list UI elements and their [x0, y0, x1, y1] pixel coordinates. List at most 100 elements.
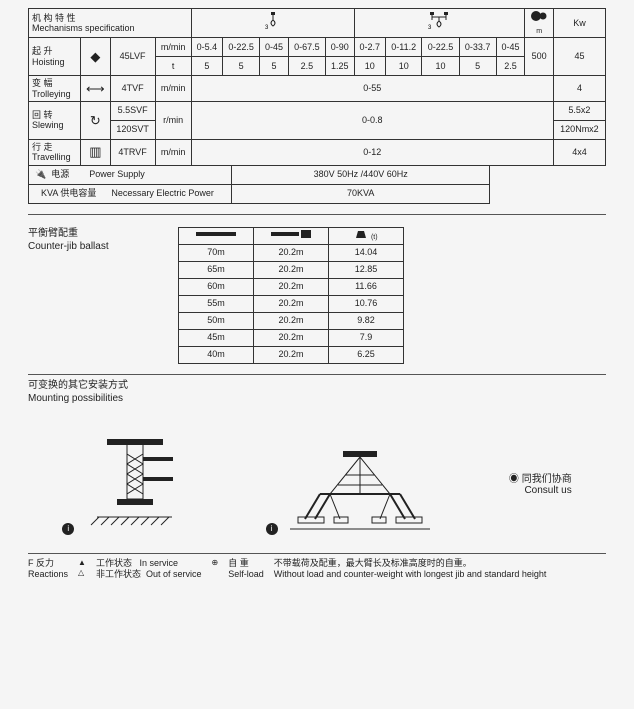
mount-diagram-travelling: i [266, 439, 441, 543]
cell: 10.76 [329, 295, 404, 312]
travel-label: 行 走Travelling [29, 139, 81, 165]
cell: 40m [179, 346, 254, 363]
service-labels: 工作状态 In service 非工作状态 Out of service [96, 558, 202, 581]
plug-icon: 🔌 [35, 169, 46, 179]
cell: 20.2m [254, 312, 329, 329]
cell: 65m [179, 261, 254, 278]
cell: 50m [179, 312, 254, 329]
slew-kw1: 5.5x2 [553, 101, 605, 120]
mount-diagram-anchored: i [62, 439, 197, 543]
col-kw-header: Kw [553, 9, 605, 38]
jib-icon [179, 227, 254, 244]
cell: 11.66 [329, 278, 404, 295]
hook-double-icon: 3 [354, 9, 525, 38]
cell: 0-33.7 [459, 38, 496, 57]
cell: 70m [179, 244, 254, 261]
legend-symbol-circle: ⊕ [212, 558, 219, 581]
slew-label: 回 转Slewing [29, 101, 81, 139]
cell: 0-2.7 [354, 38, 385, 57]
trolley-model: 4TVF [110, 76, 155, 102]
cell: 10 [422, 57, 459, 76]
slew-unit: r/min [155, 101, 191, 139]
hoist-model: 45LVF [110, 38, 155, 76]
hoist-r1-label: m/min [155, 38, 191, 57]
cell: 0-45 [260, 38, 289, 57]
cell: 0-22.5 [223, 38, 260, 57]
cell: 10 [386, 57, 422, 76]
bubble-icon: ◉ [509, 474, 519, 485]
cell: 0-90 [326, 38, 355, 57]
cell: 14.04 [329, 244, 404, 261]
mounting-diagrams: i i [28, 423, 606, 543]
slew-icon: ↻ [81, 101, 110, 139]
col-m-header: m [525, 9, 554, 38]
cell: 20.2m [254, 278, 329, 295]
cell: 20.2m [254, 295, 329, 312]
selfload-label: 自 重 Self-load [228, 558, 264, 581]
travel-icon: ▥ [81, 139, 110, 165]
travel-kw: 4x4 [553, 139, 605, 165]
mounting-title: 可变换的其它安装方式 Mounting possibilities [28, 379, 178, 405]
cell: 2.5 [496, 57, 525, 76]
hoist-kw: 45 [553, 38, 605, 76]
kva-label: KVA 供电容量 Necessary Electric Power [29, 184, 232, 203]
target-icon: ⊕ [212, 558, 219, 568]
kva-val: 70KVA [232, 184, 490, 203]
ballast-title: 平衡臂配重 Counter-jib ballast [28, 227, 178, 253]
page: 机 构 特 性 Mechanisms specification 3 3 m K… [0, 0, 634, 709]
cell: 9.82 [329, 312, 404, 329]
counterjib-icon [254, 227, 329, 244]
cell: 2.5 [288, 57, 325, 76]
triangle-outline-icon: △ [78, 568, 86, 578]
cell: 45m [179, 329, 254, 346]
legend-symbols: ▲ △ [78, 558, 86, 581]
triangle-filled-icon: ▲ [78, 558, 86, 568]
travel-model: 4TRVF [110, 139, 155, 165]
info-icon: i [266, 523, 278, 535]
slew-kw2: 120Nmx2 [553, 120, 605, 139]
cell: 0-11.2 [386, 38, 422, 57]
hoist-icon: ◆ [81, 38, 110, 76]
cell: 55m [179, 295, 254, 312]
cell: 20.2m [254, 329, 329, 346]
trolley-unit: m/min [155, 76, 191, 102]
hoist-label: 起 升Hoisting [29, 38, 81, 76]
hook-single-icon: 3 [191, 9, 354, 38]
slew-val: 0-0.8 [191, 101, 553, 139]
cell: 0-67.5 [288, 38, 325, 57]
cell: 5 [260, 57, 289, 76]
ballast-table: (t) 70m20.2m14.04 65m20.2m12.85 60m20.2m… [178, 227, 404, 364]
svg-text:3: 3 [265, 25, 269, 30]
cell: 0-45 [496, 38, 525, 57]
mechanisms-table: 机 构 特 性 Mechanisms specification 3 3 m K… [28, 8, 606, 166]
trolley-icon: ⟷ [81, 76, 110, 102]
spec-title: 机 构 特 性 Mechanisms specification [29, 9, 192, 38]
cell: 1.25 [326, 57, 355, 76]
consult-label: ◉ 同我们协商 Consult us [509, 470, 572, 496]
travel-unit: m/min [155, 139, 191, 165]
cell: 5 [191, 57, 222, 76]
power-label: 🔌 电源 Power Supply [29, 165, 232, 184]
slew-model2: 120SVT [110, 120, 155, 139]
cell: 20.2m [254, 261, 329, 278]
cell: 20.2m [254, 346, 329, 363]
cell: 5 [459, 57, 496, 76]
trolley-val: 0-55 [191, 76, 553, 102]
trolley-label: 变 幅Trolleying [29, 76, 81, 102]
power-table: 🔌 电源 Power Supply 380V 50Hz /440V 60Hz K… [28, 165, 490, 204]
cell: 7.9 [329, 329, 404, 346]
hoist-m: 500 [525, 38, 554, 76]
selfload-desc: 不带载荷及配重，最大臂长及标准高度时的自重。 Without load and … [274, 558, 547, 581]
cell: 12.85 [329, 261, 404, 278]
ballast-section: 平衡臂配重 Counter-jib ballast (t) 70m20.2m14… [28, 227, 606, 364]
trolley-kw: 4 [553, 76, 605, 102]
cell: 20.2m [254, 244, 329, 261]
reactions-label: F 反力 Reactions [28, 558, 68, 581]
hoist-r2-label: t [155, 57, 191, 76]
cell: 5 [223, 57, 260, 76]
cell: 0-5.4 [191, 38, 222, 57]
footer-legend: F 反力 Reactions ▲ △ 工作状态 In service 非工作状态… [28, 558, 606, 581]
cell: 10 [354, 57, 385, 76]
info-icon: i [62, 523, 74, 535]
cell: 6.25 [329, 346, 404, 363]
